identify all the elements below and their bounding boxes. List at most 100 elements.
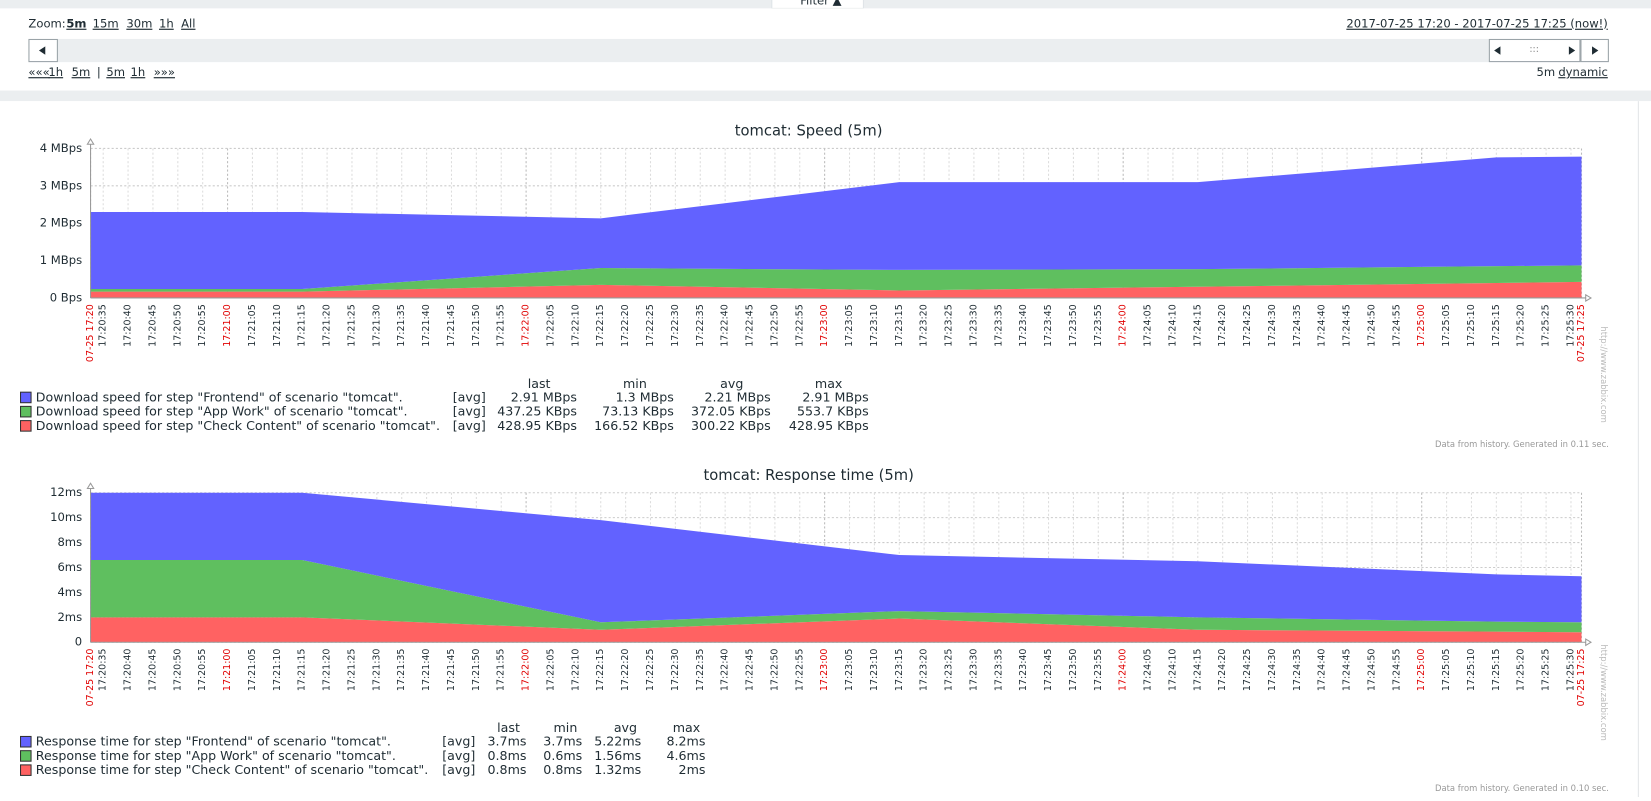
y-tick-label: 1 MBps: [40, 253, 82, 267]
legend-header: avg: [614, 720, 637, 735]
x-tick-label: 17:25:05: [1441, 304, 1452, 347]
x-tick-label: 07-25 17:25: [1576, 304, 1587, 362]
nav-forward[interactable]: 5m: [106, 65, 125, 79]
x-tick-label: 17:21:45: [446, 304, 457, 347]
x-tick-label: 17:22:50: [769, 649, 780, 692]
legend-stat: 2ms: [679, 762, 706, 777]
legend-stat: 0.8ms: [487, 762, 526, 777]
time-range[interactable]: 2017-07-25 17:20 - 2017-07-25 17:25 (now…: [1346, 17, 1607, 31]
x-tick-label: 17:20:45: [147, 649, 158, 692]
legend-name: Download speed for step "Frontend" of sc…: [36, 389, 403, 404]
x-tick-label: 17:21:15: [297, 304, 308, 347]
legend-stat: 1.56ms: [594, 748, 641, 763]
x-tick-label: 17:20:55: [197, 304, 208, 347]
legend-stat: 4.6ms: [666, 748, 705, 763]
x-tick-label: 17:24:35: [1292, 649, 1303, 692]
x-tick-label: 17:25:25: [1541, 304, 1552, 347]
nav-forward[interactable]: 1h: [131, 65, 146, 79]
y-tick-label: 2 MBps: [40, 216, 82, 230]
legend-function: [avg]: [453, 389, 486, 404]
area: [90, 492, 1582, 623]
zoom-option[interactable]: 15m: [93, 17, 119, 31]
legend-stat: 0.6ms: [543, 748, 582, 763]
y-tick-label: 6ms: [57, 560, 82, 574]
nav-back[interactable]: 1h: [48, 65, 63, 79]
x-tick-label: 17:23:20: [919, 304, 930, 347]
legend-name: Response time for step "App Work" of sce…: [36, 748, 396, 763]
x-tick-label: 17:22:35: [695, 304, 706, 347]
x-tick-label: 17:24:55: [1391, 304, 1402, 347]
filter-tab[interactable]: [771, 0, 864, 9]
x-tick-label: 17:23:55: [1093, 304, 1104, 347]
y-tick-label: 10ms: [50, 510, 82, 524]
x-tick-label: 17:24:05: [1143, 304, 1154, 347]
legend-swatch: [20, 391, 32, 404]
y-tick-label: 2ms: [57, 610, 82, 624]
x-tick-label: 17:21:05: [247, 649, 258, 692]
x-tick-label: 17:21:10: [272, 649, 283, 692]
x-tick-label: 17:24:40: [1317, 649, 1328, 692]
period: 5m: [1537, 65, 1556, 79]
filter-tab-label[interactable]: Filter ▲: [800, 0, 841, 8]
x-tick-label: 17:23:45: [1043, 649, 1054, 692]
scroll-thumb[interactable]: [1488, 38, 1581, 63]
nav-forward[interactable]: »»»: [154, 65, 175, 79]
x-tick-label: 17:22:40: [720, 304, 731, 347]
x-tick-label: 17:23:20: [919, 649, 930, 692]
x-tick-label: 17:25:10: [1466, 649, 1477, 692]
x-tick-label: 17:24:55: [1391, 649, 1402, 692]
x-tick-label: 17:23:10: [869, 304, 880, 347]
area: [90, 560, 1582, 633]
legend-stat: 1.3 MBps: [616, 389, 674, 404]
x-tick-label: 17:21:50: [471, 304, 482, 347]
x-tick-label: 17:21:30: [371, 649, 382, 692]
zoom-option[interactable]: All: [181, 17, 195, 31]
x-tick-label: 17:23:15: [894, 649, 905, 692]
x-tick-label: 17:22:35: [695, 649, 706, 692]
x-tick-label: 17:23:00: [819, 304, 830, 347]
x-tick-label: 17:23:05: [844, 649, 855, 692]
thumb-left-icon: [1494, 46, 1501, 55]
x-tick-label: 17:20:45: [147, 304, 158, 347]
legend-function: [avg]: [442, 734, 475, 749]
nav-separator: |: [97, 65, 101, 79]
nav-back[interactable]: 5m: [72, 65, 91, 79]
x-tick-label: 17:22:00: [521, 649, 532, 692]
scrollbar-track[interactable]: [28, 38, 1609, 63]
x-tick-label: 17:22:20: [620, 304, 631, 347]
x-tick-label: 17:24:25: [1242, 304, 1253, 347]
x-tick-label: 17:22:05: [545, 649, 556, 692]
x-tick-label: 17:22:30: [670, 304, 681, 347]
area: [90, 281, 1582, 298]
zoom-option[interactable]: 5m: [66, 17, 86, 31]
legend-header: last: [497, 720, 520, 735]
x-tick-label: 17:25:30: [1565, 304, 1576, 347]
x-tick-label: 17:25:30: [1565, 649, 1576, 692]
x-tick-label: 17:24:30: [1267, 304, 1278, 347]
watermark: http://www.zabbix.com: [1599, 326, 1609, 422]
x-tick-label: 17:25:25: [1541, 649, 1552, 692]
x-tick-label: 17:23:35: [993, 304, 1004, 347]
legend-stat: 428.95 KBps: [497, 418, 577, 433]
x-tick-label: 17:22:45: [745, 304, 756, 347]
x-tick-label: 17:22:55: [794, 304, 805, 347]
legend-stat: 2.91 MBps: [511, 389, 577, 404]
zoom-option[interactable]: 30m: [126, 17, 152, 31]
separator-band: [0, 90, 1651, 102]
x-tick-label: 17:25:15: [1491, 304, 1502, 347]
x-tick-label: 17:22:15: [595, 649, 606, 692]
x-tick-label: 17:24:10: [1167, 649, 1178, 692]
x-tick-label: 17:24:50: [1366, 304, 1377, 347]
legend-name: Response time for step "Frontend" of sce…: [36, 734, 391, 749]
x-tick-label: 17:23:50: [1068, 649, 1079, 692]
x-tick-label: 17:20:55: [197, 649, 208, 692]
nav-back[interactable]: «««: [28, 65, 49, 79]
period-mode[interactable]: dynamic: [1558, 65, 1608, 79]
x-tick-label: 17:22:10: [570, 304, 581, 347]
chart-title: tomcat: Response time (5m): [703, 467, 913, 484]
zoom-option[interactable]: 1h: [159, 17, 174, 31]
y-axis-arrow: [86, 137, 95, 145]
x-tick-label: 17:23:10: [869, 649, 880, 692]
x-tick-label: 17:22:45: [745, 649, 756, 692]
